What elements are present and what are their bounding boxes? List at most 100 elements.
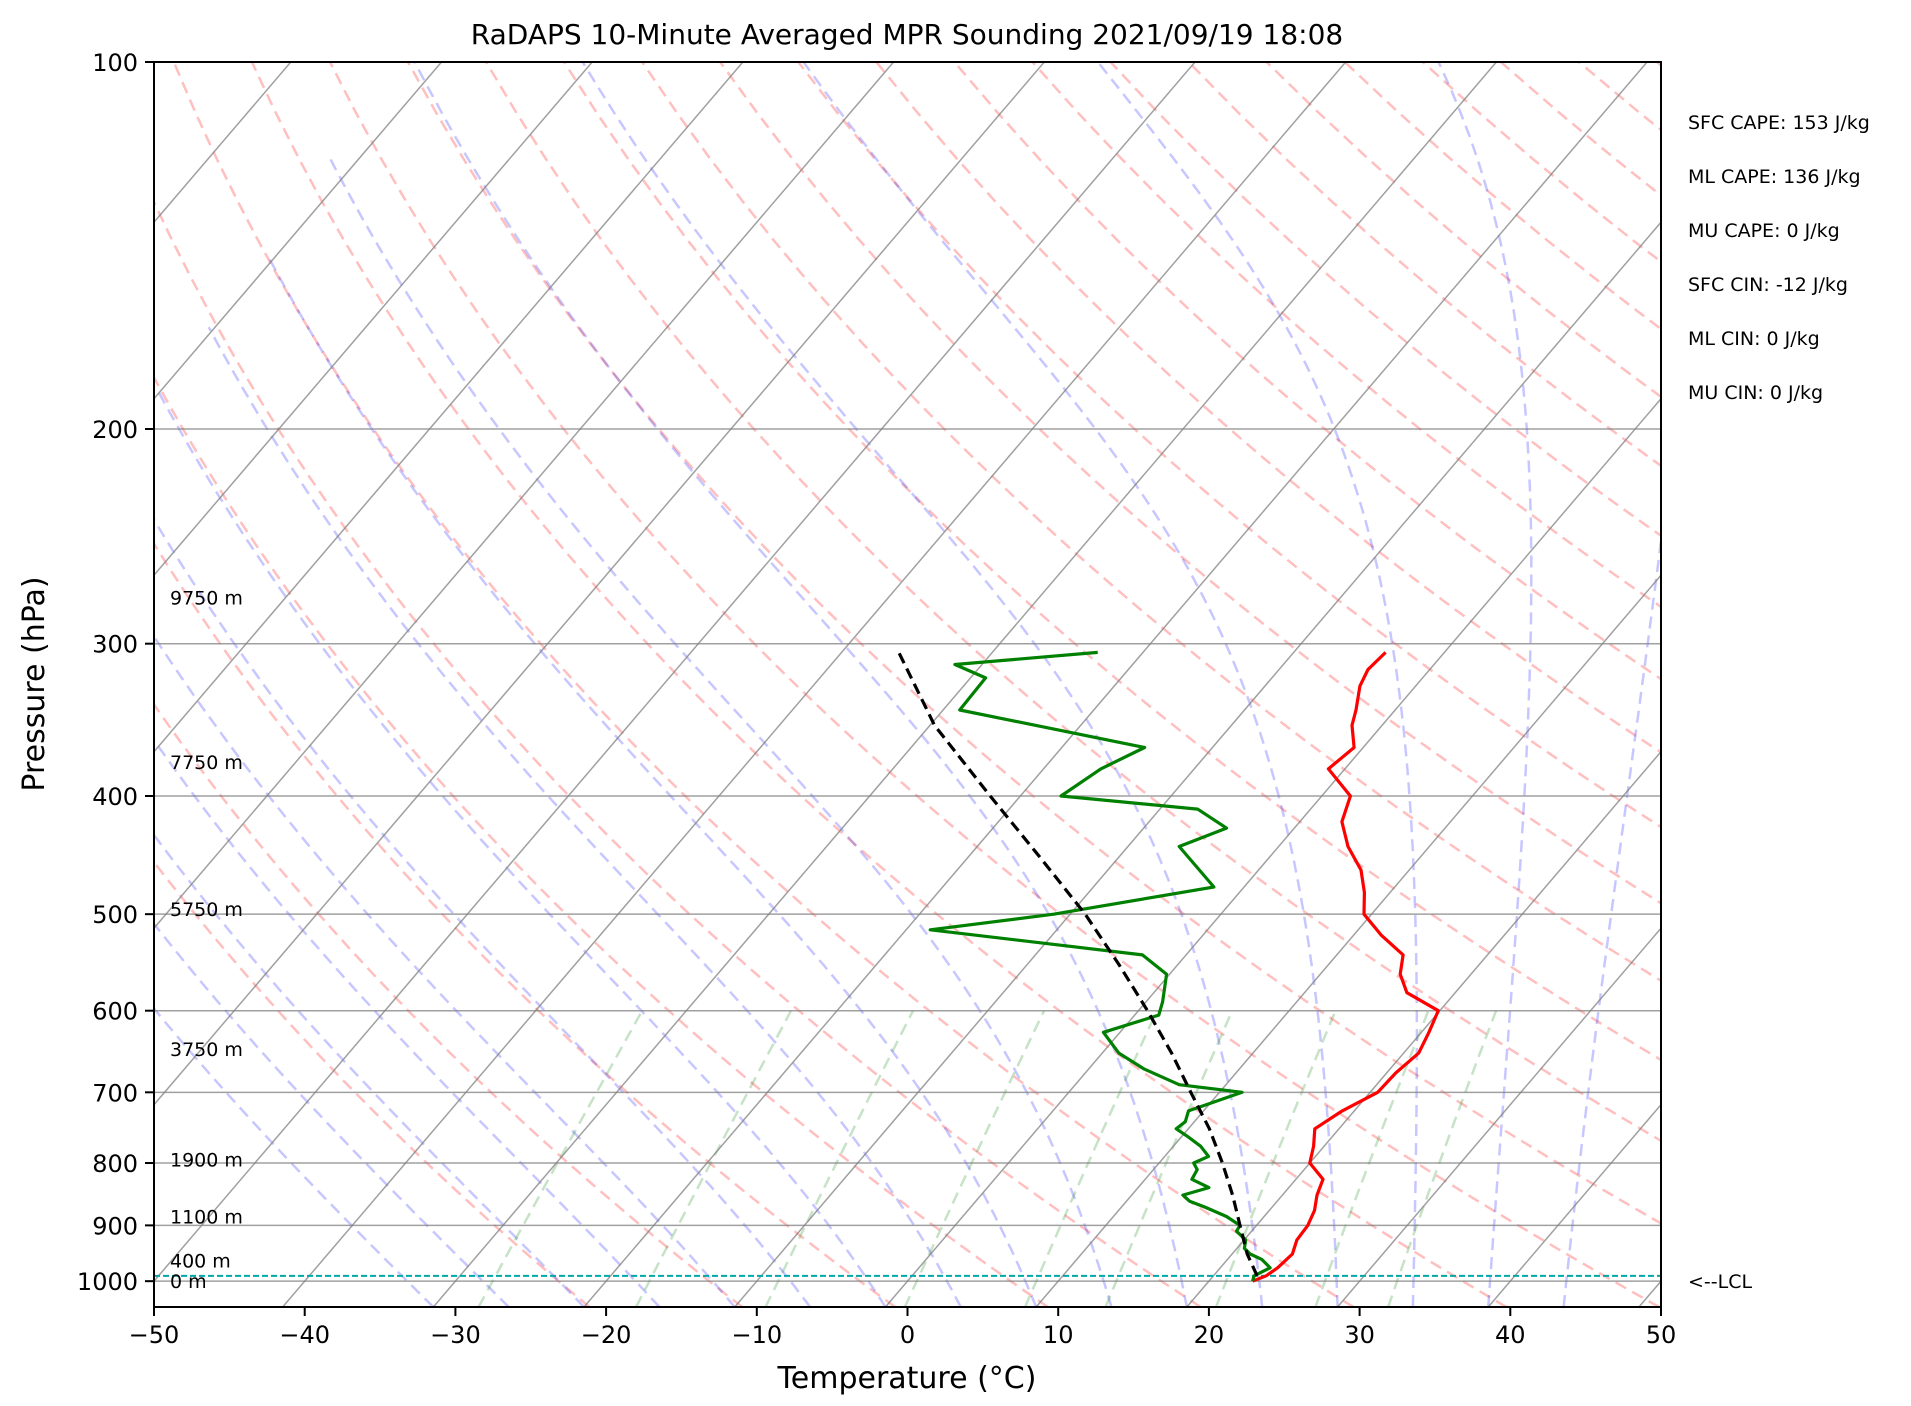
moist-adiabat bbox=[1562, 530, 1661, 1307]
series-layer bbox=[897, 650, 1440, 1283]
dry-adiabat bbox=[797, 62, 1661, 829]
dry-adiabat bbox=[1891, 62, 1911, 1307]
isotherm bbox=[1035, 574, 1661, 1307]
isotherm bbox=[1487, 1103, 1661, 1307]
dry-adiabat bbox=[172, 62, 1355, 1307]
dry-adiabat bbox=[154, 374, 1049, 1307]
moist-adiabat bbox=[154, 921, 510, 1307]
x-axis: −50 −40 −30 −20 −10 0 10 20 30 40 50 bbox=[129, 1307, 1677, 1349]
temperature-line bbox=[1252, 651, 1440, 1283]
dry-adiabat bbox=[1656, 62, 1661, 67]
mixing-ratio-line bbox=[903, 1010, 1046, 1307]
height-label: 1900 m bbox=[170, 1150, 243, 1172]
dry-adiabat bbox=[719, 62, 1661, 905]
dry-adiabat bbox=[1499, 62, 1661, 198]
y-tick-label: 800 bbox=[92, 1150, 138, 1178]
lcl-label: <--LCL bbox=[1688, 1271, 1752, 1293]
isotherm bbox=[1186, 750, 1661, 1307]
stat-line: MU CIN: 0 J/kg bbox=[1688, 382, 1823, 404]
isotherm bbox=[154, 62, 1045, 1106]
isotherm bbox=[884, 397, 1661, 1307]
mixing-ratio-line bbox=[1386, 1010, 1498, 1307]
height-labels: 9750 m 7750 m 5750 m 3750 m 1900 m 1100 m 400 … bbox=[170, 588, 243, 1294]
y-tick-label: 200 bbox=[92, 416, 138, 444]
x-tick-label: −40 bbox=[279, 1321, 330, 1349]
moist-adiabat bbox=[268, 258, 1038, 1307]
x-tick-label: 40 bbox=[1495, 1321, 1526, 1349]
x-tick-label: 10 bbox=[1043, 1321, 1074, 1349]
dry-adiabat bbox=[406, 62, 1661, 1225]
dry-adiabat bbox=[1187, 62, 1661, 468]
dry-adiabat bbox=[953, 62, 1661, 681]
dry-adiabat bbox=[328, 62, 1660, 1307]
mixing-ratio-line bbox=[1104, 1010, 1234, 1307]
stat-line: ML CIN: 0 J/kg bbox=[1688, 328, 1820, 350]
stat-line: MU CAPE: 0 J/kg bbox=[1688, 220, 1840, 242]
moist-adiabat bbox=[1096, 62, 1419, 1307]
height-label: 9750 m bbox=[170, 588, 243, 610]
isotherm bbox=[154, 62, 895, 930]
chart-title: RaDAPS 10-Minute Averaged MPR Sounding 2… bbox=[471, 18, 1343, 51]
height-label: 5750 m bbox=[170, 899, 243, 921]
mixing-ratio-line bbox=[477, 1010, 644, 1307]
y-tick-label: 600 bbox=[92, 998, 138, 1026]
moist-adiabat bbox=[154, 634, 736, 1307]
x-axis-label: Temperature (°C) bbox=[777, 1361, 1037, 1396]
dry-adiabat bbox=[1109, 62, 1661, 538]
isotherm bbox=[154, 62, 1196, 1283]
y-tick-label: 100 bbox=[92, 49, 138, 77]
moist-adiabat bbox=[581, 62, 1264, 1307]
isotherm bbox=[282, 62, 1347, 1307]
moist-adiabat bbox=[328, 157, 1113, 1307]
height-label: 400 m bbox=[170, 1251, 231, 1273]
dry-adiabat bbox=[1265, 62, 1661, 399]
height-label: 3750 m bbox=[170, 1039, 243, 1061]
dry-adiabat bbox=[1735, 62, 1911, 1307]
dry-adiabat bbox=[1578, 62, 1661, 132]
isotherm bbox=[734, 221, 1661, 1307]
dry-adiabat bbox=[875, 62, 1661, 754]
isotherm bbox=[1336, 927, 1661, 1307]
moist-adiabat bbox=[802, 62, 1339, 1307]
dry-adiabat bbox=[485, 62, 1661, 1143]
y-tick-label: 500 bbox=[92, 901, 138, 929]
moist-adiabat bbox=[154, 833, 585, 1307]
y-tick-label: 1000 bbox=[77, 1268, 138, 1296]
x-tick-label: −50 bbox=[129, 1321, 180, 1349]
dry-adiabat bbox=[563, 62, 1661, 1062]
moist-adiabat bbox=[1437, 62, 1533, 1307]
height-label: 7750 m bbox=[170, 752, 243, 774]
y-tick-label: 700 bbox=[92, 1079, 138, 1107]
isotherm bbox=[154, 62, 593, 577]
moist-adiabat bbox=[154, 738, 661, 1307]
x-tick-label: −10 bbox=[731, 1321, 782, 1349]
stat-line: ML CAPE: 136 J/kg bbox=[1688, 166, 1861, 188]
dry-adiabat bbox=[641, 62, 1661, 983]
mixing-ratio-line bbox=[1214, 1010, 1337, 1307]
x-tick-label: 30 bbox=[1344, 1321, 1375, 1349]
x-tick-label: 50 bbox=[1646, 1321, 1677, 1349]
dry-adiabat bbox=[250, 62, 1507, 1307]
y-tick-label: 300 bbox=[92, 631, 138, 659]
background-lines bbox=[154, 62, 1911, 1307]
dry-adiabat bbox=[1031, 62, 1661, 609]
y-axis-label: Pressure (hPa) bbox=[17, 576, 52, 791]
y-tick-label: 900 bbox=[92, 1212, 138, 1240]
y-axis: 100 200 300 400 500 600 700 800 900 1000 bbox=[77, 49, 154, 1296]
x-tick-label: 0 bbox=[900, 1321, 915, 1349]
dry-adiabat bbox=[154, 860, 591, 1307]
moist-adiabat bbox=[413, 62, 1189, 1307]
stat-line: SFC CAPE: 153 J/kg bbox=[1688, 112, 1870, 134]
mixing-ratio-line bbox=[1024, 1010, 1159, 1307]
isotherm bbox=[583, 62, 1648, 1307]
dry-adiabat bbox=[154, 199, 1202, 1307]
height-label: 0 m bbox=[170, 1271, 207, 1293]
parcel-line bbox=[897, 651, 1259, 1277]
dry-adiabat bbox=[154, 541, 896, 1307]
dewpoint-line bbox=[928, 650, 1272, 1282]
x-tick-label: 20 bbox=[1194, 1321, 1225, 1349]
isotherm bbox=[154, 62, 744, 753]
isotherm bbox=[154, 62, 443, 400]
isotherm bbox=[1638, 1280, 1661, 1307]
